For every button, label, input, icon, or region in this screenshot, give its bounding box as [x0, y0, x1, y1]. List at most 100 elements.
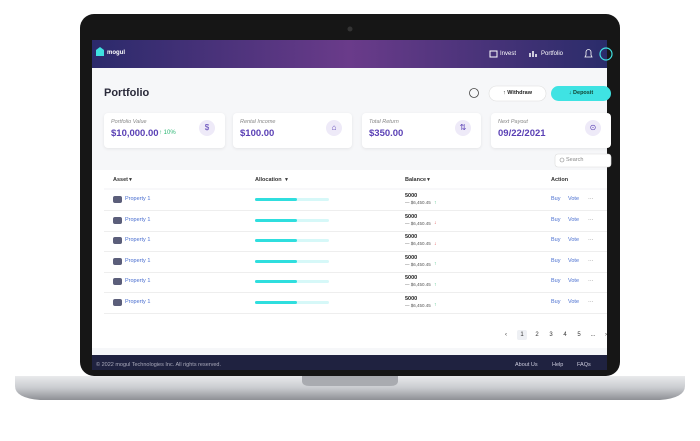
action[interactable]: ··· — [588, 216, 594, 223]
trend: ↓ — [434, 240, 437, 247]
asset-name[interactable]: Property 1 — [125, 237, 151, 243]
page-link[interactable]: 2 — [535, 332, 539, 338]
action[interactable]: Buy — [551, 257, 561, 264]
balance-sub: — $6,450.45 — [405, 261, 431, 267]
icon-glyph: ⊙ — [589, 123, 597, 132]
row-line — [104, 312, 607, 314]
card-label: Total Return — [369, 119, 399, 125]
asset-icon — [113, 216, 122, 224]
page-link[interactable]: 5 — [577, 332, 581, 338]
nav-link[interactable]: Invest — [500, 51, 517, 57]
page-link[interactable]: 3 — [549, 332, 553, 338]
allocation-fill — [255, 300, 297, 304]
balance: 5000 — [405, 295, 418, 302]
column-header: Asset — [113, 177, 128, 183]
action[interactable]: Buy — [551, 278, 561, 284]
action[interactable]: ··· — [588, 196, 594, 202]
sort-caret: ▼ — [284, 177, 289, 183]
card-value: 09/22/2021 — [498, 128, 546, 139]
action[interactable]: Vote — [568, 216, 580, 223]
action[interactable]: Buy — [551, 298, 561, 305]
balance: 5000 — [405, 213, 418, 220]
balance: 5000 — [405, 275, 418, 281]
asset-icon — [113, 298, 122, 306]
row-line — [104, 271, 607, 273]
asset-name[interactable]: Property 1 — [125, 298, 151, 305]
row-line — [104, 230, 607, 232]
balance: 5000 — [405, 254, 418, 261]
balance-sub: — $6,450.45 — [405, 282, 431, 287]
page-link[interactable]: ... — [590, 332, 596, 338]
action[interactable]: Buy — [551, 196, 561, 202]
card-icon — [585, 120, 601, 136]
card-value: $10,000.00 — [111, 128, 159, 139]
action[interactable]: Buy — [551, 216, 561, 223]
column-header: Balance — [405, 177, 427, 183]
asset-icon — [113, 278, 122, 285]
asset-icon — [113, 237, 122, 244]
asset-name[interactable]: Property 1 — [125, 196, 151, 202]
icon-glyph: ⇅ — [459, 123, 467, 132]
balance-sub: — $6,450.45 — [405, 241, 431, 246]
brand: mogul — [107, 50, 125, 56]
trend: ↑ — [434, 281, 437, 288]
action[interactable]: Vote — [568, 298, 580, 305]
trend: ↑ — [434, 261, 437, 267]
column-header: Action — [551, 177, 569, 183]
action[interactable]: Vote — [568, 237, 580, 243]
column-header: Allocation — [255, 177, 282, 183]
allocation-fill — [255, 218, 297, 222]
allocation-fill — [255, 259, 297, 263]
row-line — [104, 210, 607, 211]
action[interactable]: ··· — [588, 298, 594, 305]
sort-caret: ▼ — [426, 177, 431, 183]
trend: ↓ — [434, 220, 437, 226]
footer-link[interactable]: About Us — [515, 362, 538, 368]
page-link[interactable]: ‹ — [505, 332, 507, 338]
card-label: Next Payout — [498, 119, 528, 125]
row-line — [104, 292, 607, 293]
page-title: Portfolio — [104, 87, 150, 99]
asset-icon — [113, 196, 122, 203]
asset-name[interactable]: Property 1 — [125, 278, 151, 284]
allocation-fill — [255, 239, 297, 242]
sort-caret: ▼ — [128, 177, 133, 183]
card-icon — [326, 120, 342, 136]
button[interactable]: ↑ Withdraw — [503, 90, 532, 96]
trend: ↑ — [434, 199, 437, 206]
action[interactable]: Vote — [568, 278, 580, 284]
nav-link[interactable]: Portfolio — [541, 51, 564, 57]
page-link[interactable]: 4 — [563, 332, 567, 338]
balance-sub: — $6,450.45 — [405, 200, 431, 205]
action[interactable]: ··· — [588, 257, 594, 264]
card-change: ↑ 10% — [159, 130, 176, 136]
page-link[interactable]: › — [605, 332, 607, 338]
card-label: Rental Income — [240, 119, 276, 125]
row-line — [104, 251, 607, 252]
action[interactable]: ··· — [588, 237, 594, 243]
action[interactable]: ··· — [588, 278, 594, 284]
asset-name[interactable]: Property 1 — [125, 257, 151, 264]
balance: 5000 — [405, 234, 418, 240]
card-value: $350.00 — [369, 128, 404, 139]
card-value: $100.00 — [240, 128, 275, 139]
card-label: Portfolio Value — [111, 119, 147, 125]
asset-icon — [113, 257, 122, 265]
action[interactable]: Buy — [551, 237, 561, 243]
footer-link[interactable]: FAQs — [577, 362, 591, 368]
asset-name[interactable]: Property 1 — [125, 216, 151, 223]
search-placeholder: Search — [566, 157, 584, 163]
balance: 5000 — [405, 193, 418, 199]
footer-link[interactable]: Help — [552, 362, 564, 368]
card-icon — [455, 120, 471, 136]
button[interactable]: ↓ Deposit — [568, 90, 594, 96]
copyright: © 2022 mogul Technologies Inc. All right… — [96, 362, 222, 368]
card-icon — [199, 120, 215, 136]
balance-sub: — $6,450.45 — [405, 302, 431, 308]
icon-glyph: ⌂ — [331, 123, 337, 132]
icon-glyph: $ — [204, 123, 210, 132]
action[interactable]: Vote — [568, 196, 580, 202]
page-link[interactable]: 1 — [517, 330, 527, 340]
action[interactable]: Vote — [568, 257, 580, 264]
